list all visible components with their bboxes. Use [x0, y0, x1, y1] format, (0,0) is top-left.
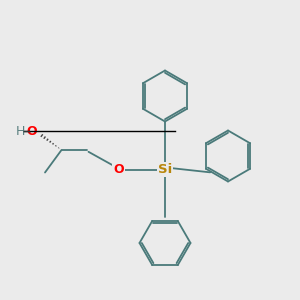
Text: O: O — [113, 163, 124, 176]
Text: O: O — [26, 124, 37, 138]
Text: H: H — [16, 124, 25, 138]
Text: Si: Si — [158, 163, 172, 176]
